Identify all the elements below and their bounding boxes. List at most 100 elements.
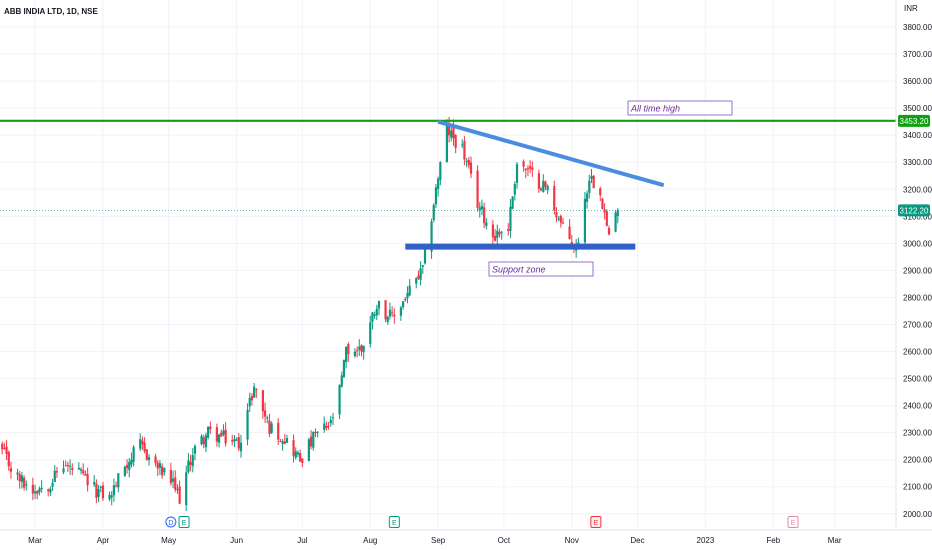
candle[interactable] bbox=[557, 216, 560, 221]
candle[interactable] bbox=[193, 444, 197, 461]
candle[interactable] bbox=[215, 423, 218, 447]
candle[interactable] bbox=[283, 433, 286, 445]
candle[interactable] bbox=[139, 433, 142, 452]
candle[interactable] bbox=[325, 421, 328, 431]
candle[interactable] bbox=[588, 174, 591, 199]
candle[interactable] bbox=[270, 421, 273, 435]
candle[interactable] bbox=[185, 465, 188, 512]
candle[interactable] bbox=[461, 139, 464, 149]
candle[interactable] bbox=[463, 136, 466, 166]
candle[interactable] bbox=[377, 300, 381, 316]
candle[interactable] bbox=[1, 441, 4, 455]
candle[interactable] bbox=[360, 344, 363, 357]
candle[interactable] bbox=[51, 478, 54, 491]
candle[interactable] bbox=[125, 459, 129, 474]
candle[interactable] bbox=[84, 470, 87, 476]
candle[interactable] bbox=[31, 477, 34, 501]
candle[interactable] bbox=[445, 119, 449, 163]
candle[interactable] bbox=[132, 445, 135, 467]
candle[interactable] bbox=[53, 465, 56, 483]
candle[interactable] bbox=[235, 437, 238, 441]
candle[interactable] bbox=[553, 180, 556, 215]
candle[interactable] bbox=[108, 491, 111, 502]
candle[interactable] bbox=[97, 485, 100, 503]
candle[interactable] bbox=[145, 449, 148, 461]
candle[interactable] bbox=[393, 308, 396, 324]
candle[interactable] bbox=[191, 448, 194, 473]
candle[interactable] bbox=[340, 371, 343, 388]
candle[interactable] bbox=[526, 164, 530, 177]
candle[interactable] bbox=[296, 450, 300, 458]
candle[interactable] bbox=[99, 485, 102, 493]
candle[interactable] bbox=[338, 384, 341, 420]
candle[interactable] bbox=[268, 413, 271, 438]
candle[interactable] bbox=[465, 158, 468, 168]
candle[interactable] bbox=[439, 161, 442, 186]
candle[interactable] bbox=[353, 348, 356, 358]
candle[interactable] bbox=[432, 203, 435, 223]
candle[interactable] bbox=[38, 486, 41, 496]
candle[interactable] bbox=[253, 382, 256, 398]
candle[interactable] bbox=[384, 299, 387, 323]
candle[interactable] bbox=[294, 447, 297, 460]
candle[interactable] bbox=[47, 488, 50, 497]
candle[interactable] bbox=[511, 195, 514, 210]
candle[interactable] bbox=[419, 261, 422, 286]
candle[interactable] bbox=[603, 203, 606, 220]
candle[interactable] bbox=[406, 286, 409, 304]
candle[interactable] bbox=[123, 465, 126, 477]
earnings-marker[interactable]: E bbox=[388, 516, 400, 528]
candle[interactable] bbox=[86, 467, 89, 492]
candle[interactable] bbox=[434, 183, 438, 208]
candle[interactable] bbox=[485, 218, 488, 230]
candle[interactable] bbox=[323, 416, 326, 433]
candle[interactable] bbox=[408, 279, 411, 297]
candle[interactable] bbox=[154, 453, 157, 467]
candle[interactable] bbox=[415, 277, 418, 289]
candle[interactable] bbox=[524, 168, 527, 179]
candle[interactable] bbox=[401, 300, 405, 310]
candle[interactable] bbox=[169, 462, 172, 486]
candle[interactable] bbox=[391, 306, 394, 318]
candle[interactable] bbox=[261, 389, 264, 419]
candle[interactable] bbox=[546, 184, 549, 195]
candle[interactable] bbox=[187, 452, 190, 474]
candle[interactable] bbox=[373, 311, 376, 319]
candle[interactable] bbox=[292, 434, 295, 463]
candle[interactable] bbox=[281, 438, 284, 451]
candle[interactable] bbox=[583, 191, 587, 249]
candle[interactable] bbox=[250, 393, 254, 406]
candle[interactable] bbox=[3, 442, 6, 450]
candle[interactable] bbox=[82, 463, 85, 476]
candle[interactable] bbox=[498, 228, 501, 238]
candle[interactable] bbox=[299, 449, 302, 463]
candle[interactable] bbox=[507, 223, 510, 236]
candle[interactable] bbox=[204, 432, 208, 453]
resistance-trendline[interactable] bbox=[437, 119, 665, 188]
candle[interactable] bbox=[222, 424, 225, 437]
candle[interactable] bbox=[285, 434, 289, 443]
candle[interactable] bbox=[266, 415, 269, 424]
earnings-marker[interactable]: E bbox=[178, 516, 190, 528]
candle[interactable] bbox=[500, 230, 503, 240]
candle[interactable] bbox=[147, 454, 151, 466]
candle[interactable] bbox=[178, 480, 181, 504]
candle[interactable] bbox=[309, 430, 313, 450]
candle[interactable] bbox=[20, 471, 24, 489]
candle[interactable] bbox=[480, 199, 484, 216]
candle[interactable] bbox=[171, 470, 175, 489]
candle[interactable] bbox=[174, 470, 177, 493]
candle[interactable] bbox=[327, 421, 330, 430]
candle[interactable] bbox=[237, 433, 240, 452]
candle[interactable] bbox=[437, 176, 440, 197]
candle[interactable] bbox=[141, 436, 144, 451]
candle[interactable] bbox=[77, 462, 80, 471]
candle[interactable] bbox=[469, 156, 473, 179]
candle[interactable] bbox=[248, 392, 251, 412]
candle[interactable] bbox=[246, 403, 249, 446]
candle[interactable] bbox=[531, 161, 534, 178]
candle[interactable] bbox=[143, 437, 146, 454]
candle[interactable] bbox=[202, 434, 205, 449]
candle[interactable] bbox=[110, 491, 113, 506]
